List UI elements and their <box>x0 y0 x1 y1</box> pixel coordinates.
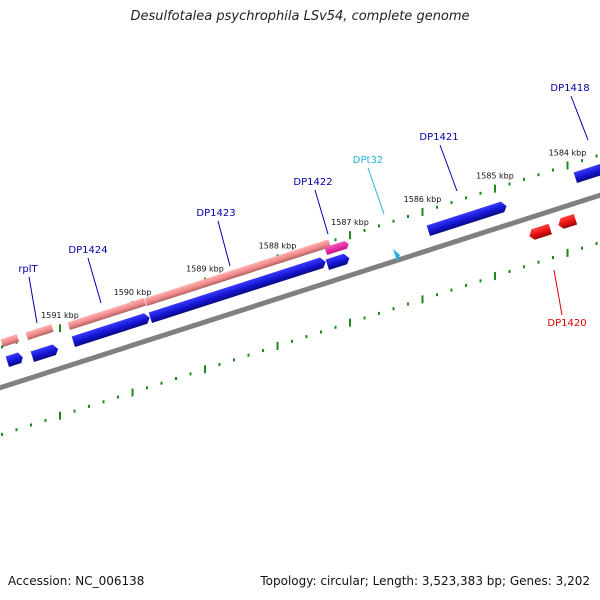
gene-label-rplT[interactable]: rplT <box>18 264 38 275</box>
scale-label: 1589 kbp <box>186 265 224 274</box>
scale-label: 1588 kbp <box>259 241 297 250</box>
gene-label-DP1424[interactable]: DP1424 <box>68 245 107 256</box>
gene-feature[interactable] <box>148 256 328 323</box>
gene-label-DPt32[interactable]: DPt32 <box>353 155 383 166</box>
genome-summary-text: Topology: circular; Length: 3,523,383 bp… <box>260 574 590 588</box>
rna-track <box>0 239 350 347</box>
scale-labels: 1591 kbp 1590 kbp 1589 kbp 1588 kbp 1587 kbp… <box>41 148 586 320</box>
gene-feature[interactable] <box>325 252 351 270</box>
gene-feature[interactable] <box>5 352 25 367</box>
trna-feature[interactable] <box>393 249 400 262</box>
scale-label: 1591 kbp <box>41 311 79 320</box>
gene-feature[interactable] <box>573 163 600 183</box>
gene-label-DP1422[interactable]: DP1422 <box>293 177 332 188</box>
scale-label: 1585 kbp <box>476 172 514 181</box>
scale-ticks-lower <box>1 242 598 436</box>
gene-label-DP1423[interactable]: DP1423 <box>196 208 235 219</box>
gene-track-forward <box>5 163 600 367</box>
scale-label: 1586 kbp <box>404 195 442 204</box>
gene-feature-reverse[interactable] <box>528 223 552 241</box>
rna-feature[interactable] <box>67 297 147 330</box>
accession-text: Accession: NC_006138 <box>8 574 145 588</box>
highlighted-feature[interactable] <box>324 240 350 255</box>
gene-label-DP1421[interactable]: DP1421 <box>419 132 458 143</box>
scale-label: 1590 kbp <box>114 288 152 297</box>
scale-label: 1587 kbp <box>331 218 369 227</box>
gene-track-reverse <box>528 214 578 241</box>
rna-feature[interactable] <box>144 239 331 306</box>
gene-feature[interactable] <box>71 312 152 347</box>
scale-label: 1584 kbp <box>549 148 587 157</box>
gene-feature[interactable] <box>426 200 508 236</box>
gene-label-DP1418[interactable]: DP1418 <box>550 83 589 94</box>
gene-label-DP1420[interactable]: DP1420 <box>547 318 586 329</box>
gene-label-leaders <box>28 95 589 324</box>
genome-backbone <box>0 192 600 391</box>
map-title: Desulfotalea psychrophila LSv54, complet… <box>130 9 470 24</box>
rna-feature[interactable] <box>25 324 54 340</box>
gene-feature-reverse[interactable] <box>557 214 578 230</box>
rna-feature[interactable] <box>0 334 20 347</box>
gene-feature[interactable] <box>30 343 60 362</box>
